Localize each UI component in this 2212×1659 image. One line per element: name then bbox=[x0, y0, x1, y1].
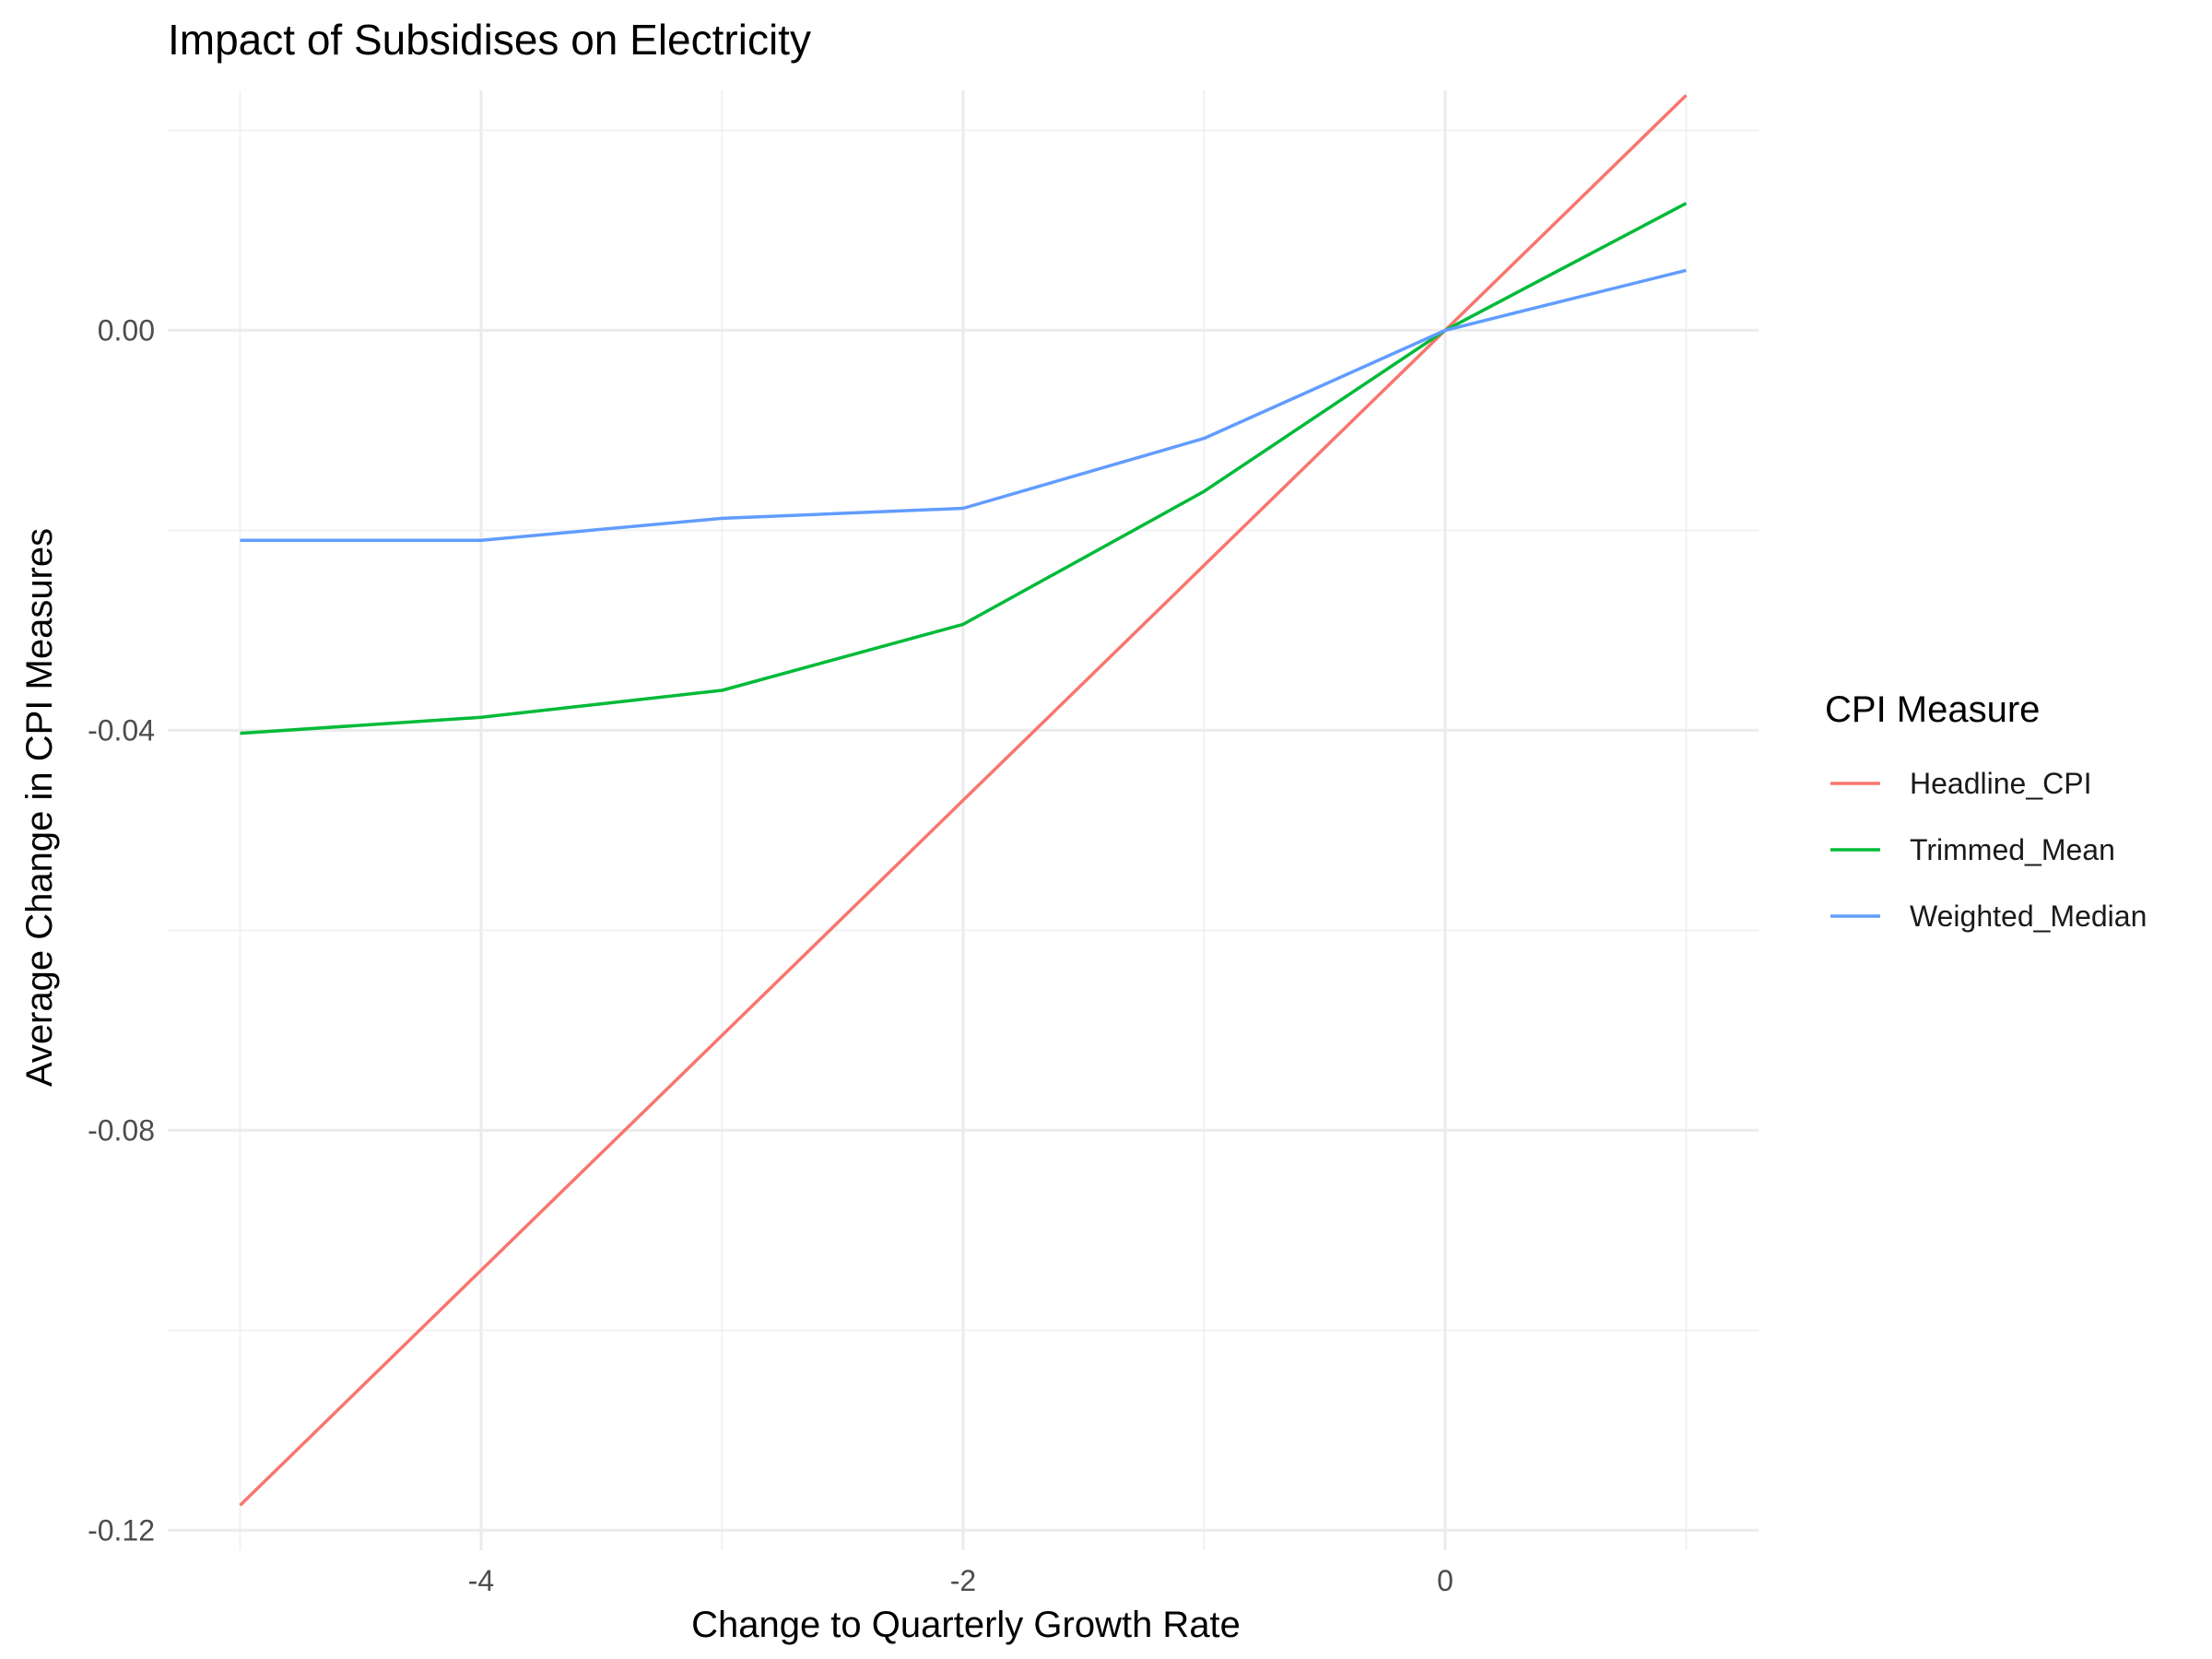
legend-label: Weighted_Median bbox=[1910, 900, 2147, 933]
x-tick-label: 0 bbox=[1437, 1564, 1453, 1597]
legend-item: Weighted_Median bbox=[1830, 900, 2147, 933]
series-line-weighted-median bbox=[240, 268, 1687, 542]
y-tick-label: 0.00 bbox=[98, 313, 155, 347]
y-axis-title: Average Change in CPI Measures bbox=[19, 528, 60, 1087]
legend-item: Headline_CPI bbox=[1830, 767, 2091, 800]
y-tick-label: -0.12 bbox=[88, 1513, 155, 1547]
series-lines bbox=[239, 94, 1688, 1507]
x-tick-label: -2 bbox=[950, 1564, 976, 1597]
legend-label: Trimmed_Mean bbox=[1910, 833, 2115, 866]
y-tick-label: -0.08 bbox=[88, 1113, 155, 1147]
y-axis-ticks: -0.12 -0.08 -0.04 0.00 bbox=[88, 313, 155, 1547]
chart-title: Impact of Subsidises on Electricity bbox=[168, 16, 811, 64]
x-axis-ticks: -4 -2 0 bbox=[468, 1564, 1453, 1597]
grid bbox=[168, 90, 1759, 1550]
legend-item: Trimmed_Mean bbox=[1830, 833, 2115, 866]
x-axis-title: Change to Quarterly Growth Rate bbox=[691, 1605, 1241, 1645]
x-tick-label: -4 bbox=[468, 1564, 494, 1597]
legend-label: Headline_CPI bbox=[1910, 767, 2091, 800]
legend: CPI Measure Headline_CPI Trimmed_Mean Weig… bbox=[1825, 689, 2147, 933]
legend-title: CPI Measure bbox=[1825, 689, 2040, 730]
y-tick-label: -0.04 bbox=[88, 713, 155, 747]
